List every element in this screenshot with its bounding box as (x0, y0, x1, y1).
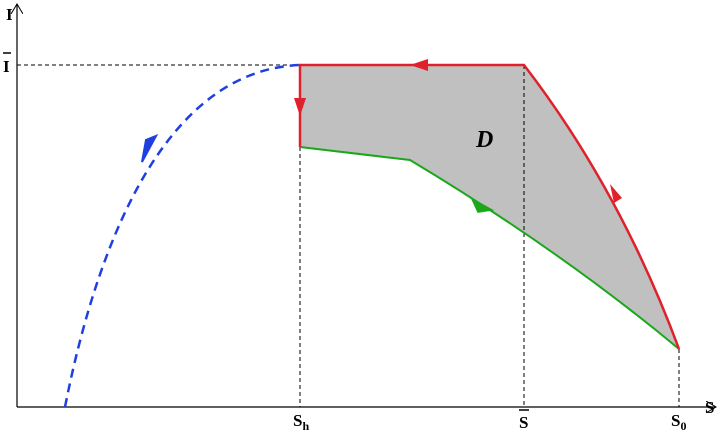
s-bar-label: S (519, 413, 528, 432)
s-h-label: Sh (293, 411, 309, 433)
x-axis-label: S (705, 398, 714, 417)
s-h-sub: h (302, 419, 309, 433)
red-arrow-left (410, 59, 428, 71)
i-bar-label: I (3, 57, 10, 76)
s-0-label: S0 (671, 411, 686, 433)
red-boundary (298, 63, 681, 350)
red-arrow-up (610, 184, 622, 203)
red-arrow-down (294, 98, 306, 116)
green-arrow (470, 197, 495, 213)
region-d (300, 65, 679, 349)
blue-trajectory (63, 63, 301, 408)
s-0-base: S (671, 411, 680, 430)
s-h-base: S (293, 411, 302, 430)
s-0-sub: 0 (680, 419, 686, 433)
blue-arrow (141, 134, 159, 163)
y-axis-label: I (6, 5, 13, 24)
guides (17, 64, 680, 407)
region-label: D (475, 127, 493, 153)
green-boundary (299, 146, 680, 350)
